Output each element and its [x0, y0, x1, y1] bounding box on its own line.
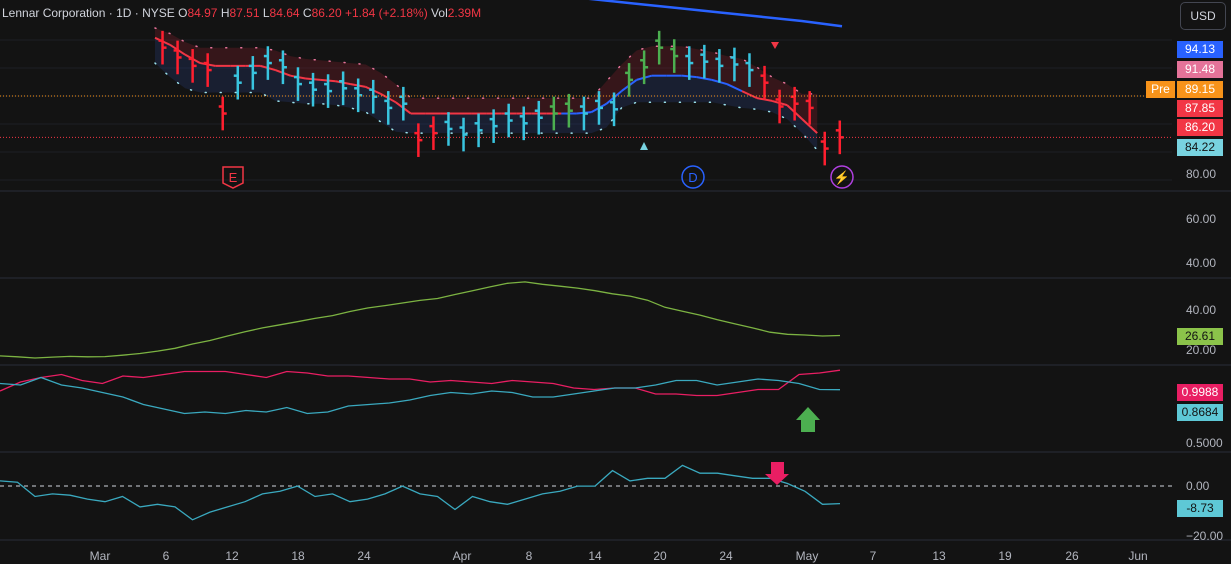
axis-label-pane2-40: 40.00 [1186, 256, 1217, 270]
premarket-badge: Pre [1146, 81, 1175, 98]
axis-label-pane5-0: 0.00 [1186, 479, 1210, 493]
open-value: 84.97 [187, 6, 218, 20]
price-tag-premarket: 89.15 [1177, 81, 1223, 98]
dividend-icon [681, 165, 705, 189]
pane4-line-b [0, 376, 841, 415]
moving-average-line [588, 0, 843, 28]
pane4-value-tag-b: 0.8684 [1177, 404, 1223, 421]
currency-button[interactable]: USD [1180, 2, 1226, 30]
down-arrow-icon [765, 462, 789, 485]
change-value: +1.84 (+2.18%) [344, 6, 428, 20]
volume-value: 2.39M [447, 6, 482, 20]
event-letter: ⚡ [834, 170, 850, 186]
price-tag-ma: 94.13 [1177, 41, 1223, 58]
mid-line-segment [801, 118, 818, 134]
x-axis-label: 18 [291, 549, 305, 563]
pane4-line-a [0, 369, 841, 397]
upper-cloud [155, 28, 818, 134]
symbol-title: Lennar Corporation · 1D · NYSE [2, 6, 175, 20]
axis-label-pane4-05: 0.5000 [1186, 436, 1223, 450]
event-marker-split: ⚡ [830, 165, 854, 189]
low-label: L [262, 6, 270, 20]
x-axis-label: May [795, 549, 819, 563]
pane3-line [0, 281, 841, 359]
x-axis-label: 12 [225, 549, 239, 563]
volume-label: Vol [431, 6, 448, 20]
x-axis-label: Jun [1128, 549, 1148, 563]
close-label: C [302, 6, 312, 20]
close-value: 86.20 [311, 6, 342, 20]
high-label: H [220, 6, 230, 20]
event-marker-dividend: D [681, 165, 705, 189]
earnings-icon [222, 166, 244, 189]
lower-band-dots [154, 62, 818, 151]
axis-label-pane5-minus20: −20.00 [1186, 529, 1224, 543]
x-axis-label: 20 [653, 549, 667, 563]
x-axis-label: 26 [1065, 549, 1079, 563]
mid-line-segment [741, 90, 758, 100]
x-axis-label: 8 [525, 549, 533, 563]
x-axis-label: Apr [452, 549, 472, 563]
axis-label-pane2-60: 60.00 [1186, 212, 1217, 226]
mid-line-segment [726, 83, 743, 93]
symbol-header: Lennar Corporation · 1D · NYSE O84.97 H8… [2, 6, 481, 20]
up-arrow-icon [796, 407, 820, 432]
x-axis-label: 7 [869, 549, 877, 563]
x-axis-label: Mar [89, 549, 111, 563]
pane5-value-tag: -8.73 [1177, 500, 1223, 517]
price-tag-upper: 91.48 [1177, 61, 1223, 78]
open-label: O [178, 6, 188, 20]
pane4-value-tag-a: 0.9988 [1177, 384, 1223, 401]
x-axis-label: 24 [719, 549, 733, 563]
axis-label-price-80: 80.00 [1186, 167, 1217, 181]
price-pane: E D ⚡ [0, 0, 1172, 189]
x-axis-label: 13 [932, 549, 946, 563]
event-letter: E [229, 170, 238, 185]
x-axis-label: 14 [588, 549, 602, 563]
price-tag-mid: 87.85 [1177, 100, 1223, 117]
high-value: 87.51 [229, 6, 260, 20]
axis-label-pane3-20: 20.00 [1186, 343, 1217, 357]
event-letter: D [688, 170, 697, 185]
lower-cloud [155, 37, 818, 150]
sell-signal-triangle [771, 42, 779, 49]
low-value: 84.64 [269, 6, 300, 20]
x-axis-label: 19 [998, 549, 1012, 563]
event-marker-earnings: E [222, 166, 244, 189]
price-tag-last: 86.20 [1177, 119, 1223, 136]
pane5-line [0, 464, 841, 521]
axis-label-pane3-40: 40.00 [1186, 303, 1217, 317]
lightning-icon [830, 165, 854, 189]
price-tag-lower: 84.22 [1177, 139, 1223, 156]
x-axis-label: 6 [162, 549, 170, 563]
grid-lines [0, 39, 1231, 541]
x-axis-label: 24 [357, 549, 371, 563]
pane3-value-tag: 26.61 [1177, 328, 1223, 345]
buy-signal-triangle [640, 142, 648, 150]
indicator-panes [0, 281, 1172, 521]
